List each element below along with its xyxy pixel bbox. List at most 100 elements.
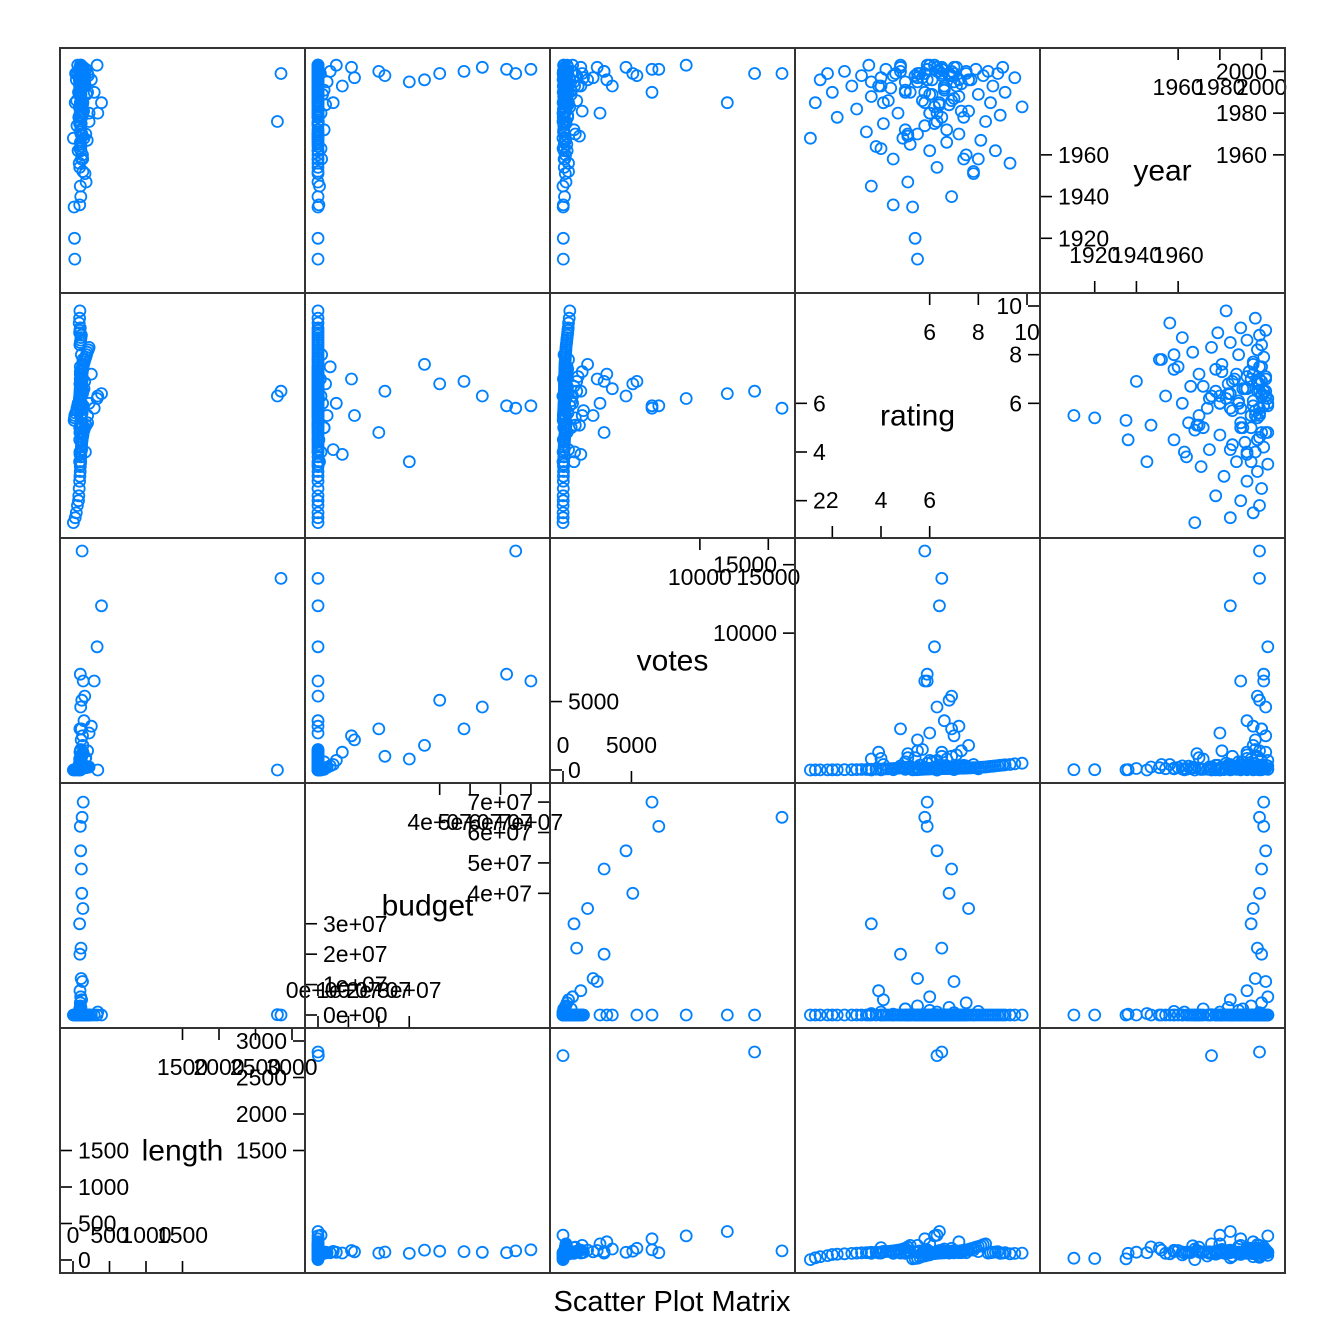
data-point [1251, 433, 1264, 447]
data-point [1205, 340, 1218, 354]
tick-label: 2e+07 [323, 941, 388, 967]
data-point [923, 726, 937, 740]
data-point [1255, 722, 1268, 736]
data-point [84, 719, 98, 733]
tick-label: 0 [557, 732, 570, 758]
data-point [311, 752, 325, 765]
data-point [720, 1225, 734, 1238]
data-point [1248, 733, 1262, 747]
tick-label: 4 [875, 487, 888, 513]
data-point [619, 60, 633, 74]
data-point [1259, 844, 1273, 858]
data-point [73, 79, 87, 93]
data-point [418, 739, 431, 752]
data-point [562, 316, 575, 330]
data-point [937, 1008, 951, 1022]
data-point [652, 820, 666, 833]
data-point [311, 316, 325, 330]
data-point [566, 396, 579, 410]
data-point [989, 144, 1002, 158]
data-point [996, 60, 1010, 74]
labels-layer: length1500150020002000250025003000300000… [67, 58, 1288, 1273]
data-point [320, 409, 334, 422]
tick-label: 3000 [266, 1054, 317, 1080]
data-point [930, 700, 944, 714]
tick-label: 1940 [1058, 184, 1109, 210]
panel-frame [304, 1027, 551, 1274]
data-point [945, 1008, 958, 1022]
data-point [1253, 572, 1266, 585]
data-point [1223, 336, 1237, 349]
data-point [911, 1239, 924, 1252]
data-point [1259, 700, 1273, 714]
data-point [945, 1245, 958, 1258]
data-point [74, 700, 88, 714]
data-point [825, 1008, 839, 1022]
tick-label: 8 [972, 319, 985, 345]
data-point [830, 1008, 844, 1022]
data-point [311, 572, 325, 585]
data-point [1213, 763, 1227, 777]
data-point [556, 1005, 570, 1019]
variable-label-year: year [1133, 155, 1191, 188]
data-point [1003, 1008, 1017, 1022]
data-point [78, 374, 92, 388]
data-point [630, 1241, 644, 1255]
variable-label-votes: votes [637, 645, 709, 678]
data-point [311, 392, 325, 405]
data-point [73, 469, 87, 483]
data-point [1155, 353, 1168, 366]
data-point [335, 79, 349, 93]
data-point [1255, 360, 1268, 374]
data-point [1015, 756, 1029, 770]
data-point [894, 947, 907, 961]
data-point [323, 360, 337, 374]
data-point [886, 763, 900, 777]
data-point [1240, 382, 1254, 396]
data-point [1215, 744, 1229, 758]
data-point [645, 85, 659, 99]
data-point [73, 360, 87, 374]
data-point [886, 152, 900, 166]
data-point [475, 60, 489, 74]
data-point [557, 469, 570, 483]
data-point [1246, 506, 1260, 520]
data-point [402, 75, 416, 89]
tick-label: 5e+07 [438, 809, 503, 835]
data-point [930, 763, 944, 777]
data-point [311, 689, 325, 703]
data-point [945, 689, 958, 703]
data-point [95, 96, 108, 110]
data-point [1184, 379, 1198, 393]
data-point [1253, 1239, 1266, 1252]
tick-label: 2000 [1216, 58, 1267, 84]
data-point [720, 1008, 734, 1022]
data-point [563, 304, 577, 318]
data-point [1140, 1246, 1154, 1260]
data-point [311, 1242, 325, 1256]
data-point [874, 752, 888, 765]
data-point [1194, 460, 1208, 474]
data-point [79, 445, 92, 459]
data-point [933, 599, 946, 613]
data-point [923, 1008, 937, 1022]
data-point [952, 719, 966, 733]
data-point [1008, 71, 1022, 85]
data-point [947, 975, 961, 988]
data-point [864, 179, 878, 193]
data-point [1226, 404, 1239, 418]
ticks-layer [60, 48, 1285, 1273]
data-point [556, 106, 570, 120]
data-point [901, 751, 915, 765]
data-point [645, 1232, 659, 1246]
data-point [87, 674, 101, 688]
data-point [720, 96, 734, 110]
data-point [626, 886, 640, 900]
data-point [998, 758, 1012, 772]
tick-label: 2500 [236, 1065, 287, 1091]
data-point [556, 198, 570, 212]
data-point [821, 1008, 834, 1022]
data-point [864, 917, 878, 931]
data-point [1253, 886, 1266, 900]
